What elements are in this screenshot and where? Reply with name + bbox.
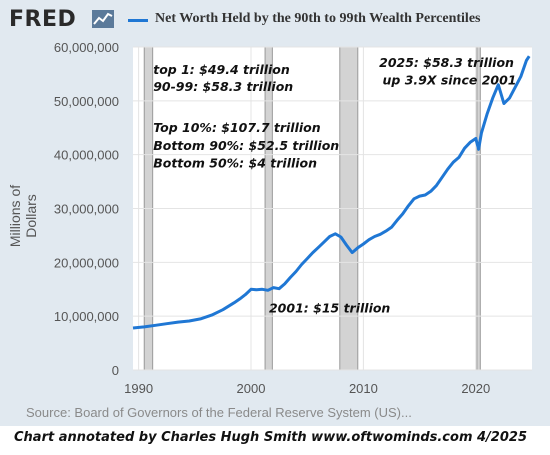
y-tick-label: 40,000,000	[54, 148, 119, 163]
fred-logo: FRED	[9, 7, 77, 32]
source-note: Source: Board of Governors of the Federa…	[26, 405, 412, 420]
annotation-text: 90-99: $58.3 trillion	[153, 79, 293, 94]
y-tick-label: 0	[112, 363, 119, 378]
fred-chart-icon	[92, 10, 114, 28]
annotation-text: 2001: $15 trillion	[269, 300, 390, 315]
x-tick-label: 2010	[349, 381, 378, 396]
legend-label: Net Worth Held by the 90th to 99th Wealt…	[155, 11, 481, 26]
annotation-text: up 3.9X since 2001	[383, 73, 517, 88]
legend-swatch	[128, 19, 148, 22]
y-tick-label: 30,000,000	[54, 202, 119, 217]
y-tick-label: 60,000,000	[54, 40, 119, 55]
annotation-credit: Chart annotated by Charles Hugh Smith ww…	[14, 430, 527, 445]
x-tick-label: 2020	[461, 381, 490, 396]
x-tick-label: 2000	[237, 381, 266, 396]
annotation-text: Bottom 50%: $4 trillion	[153, 156, 317, 171]
annotation-text: Top 10%: $107.7 trillion	[153, 120, 321, 135]
y-tick-label: 50,000,000	[54, 94, 119, 109]
y-axis-label: Millions of Dollars	[7, 184, 39, 248]
annotation-text: Bottom 90%: $52.5 trillion	[153, 138, 339, 153]
line-chart: 0 10,000,000 20,000,000 30,000,000 40,000,00…	[54, 40, 532, 396]
annotation-text: top 1: $49.4 trillion	[153, 62, 290, 77]
y-tick-label: 20,000,000	[54, 255, 119, 270]
annotation-text: 2025: $58.3 trillion	[379, 55, 514, 70]
y-tick-label: 10,000,000	[54, 309, 119, 324]
series-line	[132, 55, 531, 330]
x-tick-label: 1990	[124, 381, 153, 396]
